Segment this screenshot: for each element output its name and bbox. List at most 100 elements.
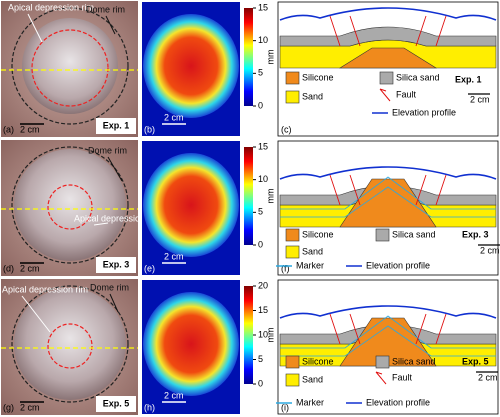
exp-label: Exp. 1 bbox=[455, 74, 482, 84]
marker-line bbox=[280, 325, 496, 357]
exp-box bbox=[96, 396, 136, 412]
height-map bbox=[143, 14, 239, 118]
arrow bbox=[27, 13, 43, 43]
panel-label: (g) bbox=[3, 402, 14, 412]
fault bbox=[349, 174, 361, 206]
apical-rim bbox=[47, 323, 93, 369]
legend-label: Silica sand bbox=[396, 72, 440, 82]
legend-label: Marker bbox=[296, 260, 324, 270]
fault bbox=[415, 15, 427, 47]
scale-label: 2 cm bbox=[470, 94, 490, 104]
colorbar bbox=[244, 8, 253, 106]
colorbar-tick: 0 bbox=[258, 378, 263, 388]
annotation: Dome rim bbox=[86, 4, 125, 14]
legend-swatch bbox=[285, 228, 300, 242]
dome bbox=[22, 18, 118, 114]
fault bbox=[435, 174, 447, 206]
colorbar-tick: 0 bbox=[258, 100, 263, 110]
annotation: Dome rim bbox=[88, 145, 127, 155]
arrow bbox=[107, 156, 123, 182]
silica-layer bbox=[279, 26, 497, 47]
scale-label: 2 cm bbox=[480, 245, 500, 255]
colorbar-tick: 10 bbox=[258, 329, 268, 339]
elevation-profile bbox=[279, 305, 497, 319]
fault bbox=[349, 313, 361, 345]
colorbar-tick: 0 bbox=[258, 239, 263, 249]
scale-label: 2 cm bbox=[478, 372, 498, 382]
marker-line bbox=[280, 315, 496, 349]
exp-label: Exp. 5 bbox=[103, 398, 130, 408]
exp-label: Exp. 1 bbox=[103, 120, 130, 130]
legend-swatch bbox=[285, 71, 300, 85]
panel-label: (b) bbox=[144, 124, 155, 134]
colorbar-unit: mm bbox=[265, 50, 275, 65]
legend-swatch bbox=[379, 71, 394, 85]
legend-label: Silicone bbox=[302, 356, 334, 366]
fault bbox=[415, 174, 427, 206]
legend-fault bbox=[379, 88, 391, 102]
arrow bbox=[105, 15, 116, 35]
legend-label: Marker bbox=[296, 397, 324, 407]
legend-swatch bbox=[285, 373, 300, 387]
colorbar-unit: mm bbox=[265, 328, 275, 343]
silicone bbox=[339, 317, 437, 367]
marker-line bbox=[280, 186, 496, 218]
marker-line bbox=[280, 176, 496, 210]
legend-label: Sand bbox=[302, 246, 323, 256]
scale-label: 2 cm bbox=[20, 263, 40, 273]
legend-label: Elevation profile bbox=[366, 397, 430, 407]
colorbar-tick: 5 bbox=[258, 207, 263, 217]
colorbar-tick: 15 bbox=[258, 141, 268, 151]
legend-swatch bbox=[375, 355, 390, 369]
colorbar-tick: 15 bbox=[258, 2, 268, 12]
apical-rim bbox=[47, 184, 93, 230]
legend-label: Sand bbox=[302, 374, 323, 384]
scale-label: 2 cm bbox=[20, 124, 40, 134]
legend-swatch bbox=[375, 228, 390, 242]
dome bbox=[14, 288, 126, 400]
legend-label: Fault bbox=[396, 89, 417, 99]
silicone bbox=[338, 47, 438, 69]
legend-label: Silicone bbox=[302, 229, 334, 239]
fault bbox=[329, 313, 341, 345]
legend-swatch bbox=[285, 245, 300, 259]
apical-rim bbox=[31, 29, 109, 107]
fault bbox=[435, 15, 447, 47]
annotation: Apical depression rim bbox=[74, 213, 160, 223]
arrow bbox=[109, 293, 119, 313]
colorbar-tick: 10 bbox=[258, 174, 268, 184]
legend-label: Fault bbox=[392, 372, 413, 382]
scale-label: 2 cm bbox=[164, 251, 184, 261]
exp-box bbox=[96, 257, 136, 273]
dome bbox=[14, 149, 126, 261]
panel-label: (e) bbox=[144, 263, 155, 273]
colorbar-tick: 5 bbox=[258, 354, 263, 364]
arrow bbox=[21, 295, 51, 333]
arrow bbox=[93, 222, 109, 226]
legend-label: Elevation profile bbox=[366, 260, 430, 270]
fault bbox=[349, 15, 361, 47]
colorbar-unit: mm bbox=[265, 189, 275, 204]
panel-label: (i) bbox=[281, 402, 289, 412]
panel-label: (f) bbox=[281, 263, 290, 273]
dome-rim bbox=[11, 285, 129, 403]
annotation: Dome rim bbox=[90, 282, 129, 292]
fault bbox=[329, 174, 341, 206]
scale-label: 2 cm bbox=[164, 112, 184, 122]
legend-label: Silica sand bbox=[392, 356, 436, 366]
colorbar-tick: 5 bbox=[258, 68, 263, 78]
row: Apical depression rim Dome rim (g) 2 cm Exp.… bbox=[1, 279, 499, 415]
colorbar bbox=[244, 286, 253, 384]
exp-box bbox=[96, 118, 136, 134]
legend-fault bbox=[375, 371, 387, 385]
panel-label: (a) bbox=[3, 124, 14, 134]
fault bbox=[415, 313, 427, 345]
section-frame bbox=[277, 279, 499, 415]
panel-label: (c) bbox=[281, 124, 292, 134]
height-map bbox=[143, 292, 239, 396]
elevation-profile bbox=[279, 7, 497, 21]
exp-label: Exp. 3 bbox=[103, 259, 130, 269]
annotation: Apical depression rim bbox=[8, 2, 94, 12]
